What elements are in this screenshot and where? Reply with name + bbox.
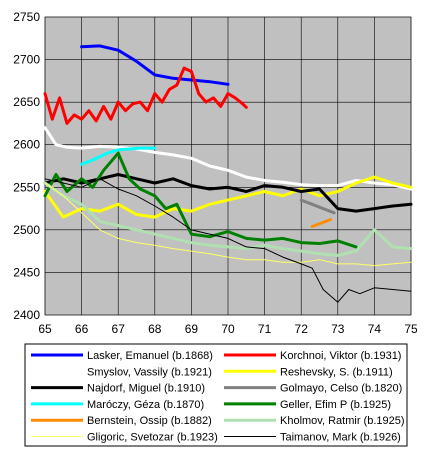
series-line-3 xyxy=(43,126,413,191)
legend-label: Najdorf, Miguel (b.1910) xyxy=(87,383,205,395)
legend-label: Kholmov, Ratmir (b.1925) xyxy=(280,415,405,427)
x-tick-label: 66 xyxy=(75,322,89,336)
x-tick-label: 70 xyxy=(221,322,235,336)
legend-label: Golmayo, Celso (b.1820) xyxy=(280,383,402,395)
x-tick-label: 71 xyxy=(258,322,272,336)
y-tick-label: 2750 xyxy=(13,10,40,24)
y-tick-label: 2700 xyxy=(13,53,40,67)
series-line-5 xyxy=(43,173,413,213)
legend-label: Bernstein, Ossip (b.1882) xyxy=(87,415,212,427)
series-line-12 xyxy=(44,178,412,303)
series-line-6 xyxy=(299,198,336,215)
legend-label: Maróczy, Géza (b.1870) xyxy=(87,399,204,411)
series-line-10 xyxy=(43,181,413,257)
x-tick-label: 72 xyxy=(295,322,309,336)
legend-label: Taimanov, Mark (b.1926) xyxy=(280,432,401,444)
series-line-4 xyxy=(43,175,413,219)
series-line-11 xyxy=(44,182,412,267)
series-line-1 xyxy=(80,44,230,86)
legend-box xyxy=(24,343,408,447)
x-tick-label: 68 xyxy=(148,322,162,336)
series-line-2 xyxy=(43,66,248,125)
series-line-8 xyxy=(43,151,358,249)
y-tick-label: 2650 xyxy=(13,95,40,109)
legend-label: Gligoric, Svetozar (b.1923) xyxy=(87,432,218,444)
y-tick-label: 2550 xyxy=(13,180,40,194)
x-tick-label: 69 xyxy=(185,322,199,336)
y-tick-label: 2500 xyxy=(13,223,40,237)
y-tick-label: 2450 xyxy=(13,265,40,279)
y-tick-label: 2400 xyxy=(13,308,40,322)
x-tick-label: 65 xyxy=(38,322,52,336)
legend-label: Lasker, Emanuel (b.1868) xyxy=(87,350,213,362)
x-tick-label: 67 xyxy=(112,322,126,336)
legend-label: Geller, Efim P (b.1925) xyxy=(280,399,391,411)
series-line-9 xyxy=(310,218,332,228)
legend-label: Smyslov, Vassily (b.1921) xyxy=(87,366,212,378)
legend-label: Korchnoi, Viktor (b.1931) xyxy=(280,350,401,362)
y-tick-label: 2600 xyxy=(13,138,40,152)
series-line-7 xyxy=(80,146,157,166)
x-tick-label: 73 xyxy=(331,322,345,336)
legend-label: Reshevsky, S. (b.1911) xyxy=(280,366,393,378)
x-tick-label: 74 xyxy=(368,322,382,336)
x-tick-label: 75 xyxy=(404,322,418,336)
